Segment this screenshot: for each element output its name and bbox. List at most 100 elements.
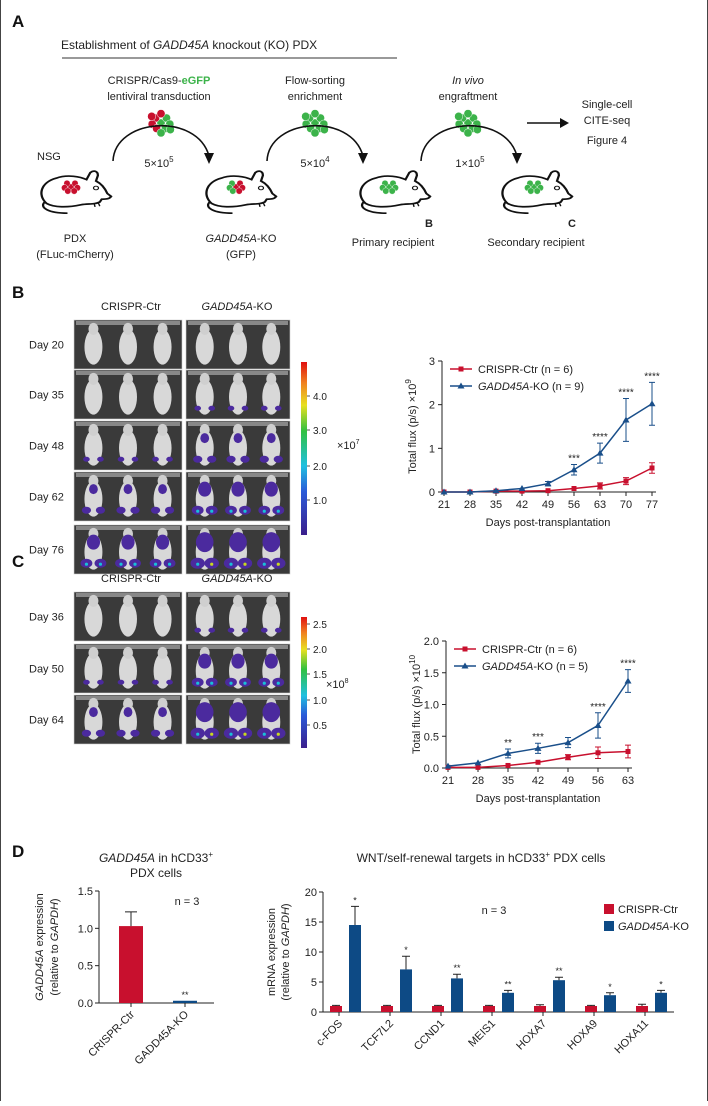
mouse-head: [88, 646, 99, 659]
y-label-text: ): [280, 903, 292, 907]
bli-image: [185, 524, 291, 575]
significance-label: ****: [644, 371, 660, 382]
signal-hot: [153, 562, 158, 566]
signal-spot: [117, 679, 125, 685]
cell-icon: [463, 128, 473, 138]
mouse-silhouette: [195, 329, 214, 365]
data-point: [440, 488, 448, 495]
error-bar: [434, 1004, 442, 1006]
data-point: [596, 449, 604, 456]
mouse-head: [199, 423, 210, 436]
signal-spot: [198, 653, 212, 669]
y-tick-label: 1.5: [78, 886, 93, 898]
y-axis-label: Total flux (p/s) ×109: [404, 379, 419, 474]
error-bar: [485, 1004, 493, 1006]
arrowhead-icon: [512, 153, 522, 164]
signal-spot: [95, 729, 106, 737]
data-point: [649, 465, 655, 471]
y-tick-label: 2.0: [424, 636, 439, 648]
mouse-head: [123, 474, 133, 487]
signal-hot: [167, 562, 172, 566]
x-tick-label: 56: [568, 499, 580, 511]
mouse-head: [157, 646, 168, 659]
signal-spot: [260, 405, 268, 411]
bli-image: [73, 643, 183, 694]
legend-gene: GADD45A: [478, 381, 529, 393]
data-point: [594, 721, 602, 728]
dose-1: 5×105: [144, 155, 174, 170]
cell-clusters: [147, 109, 482, 138]
mouse-head: [199, 372, 210, 385]
mouse-silhouette: [119, 379, 137, 415]
mouse-silhouette: [195, 379, 214, 415]
signal-spot: [86, 534, 101, 550]
y-label-gene: GAPDH: [49, 902, 61, 941]
signal-spot: [226, 455, 236, 463]
title-sup: +: [208, 850, 213, 859]
signal-spot: [262, 532, 281, 553]
panel-label-a: A: [12, 12, 24, 31]
y-label-gene: GAPDH: [280, 907, 292, 946]
colorbar-tick-label: 1.0: [313, 496, 327, 507]
y-tick-label: 3: [429, 356, 435, 368]
title-text: in hCD33: [155, 851, 209, 865]
data-point: [570, 466, 578, 473]
arrow-3-icon: [420, 125, 518, 162]
y-tick-label: 0.5: [424, 731, 439, 743]
y-axis-label: Total flux (p/s) ×1010: [408, 654, 423, 754]
mouse2-label: GADD45A-KO: [206, 233, 277, 245]
signal-spot: [229, 702, 247, 723]
mouse-silhouette: [119, 601, 137, 637]
mouse-head: [266, 594, 277, 607]
bar: [636, 1006, 648, 1012]
bar: [119, 926, 143, 1003]
significance-label: **: [453, 963, 461, 973]
data-point: [544, 480, 552, 487]
significance-label: ****: [620, 659, 636, 670]
signal-spot: [195, 532, 214, 553]
x-tick-label: MEIS1: [466, 1018, 498, 1050]
error-bar: [555, 976, 563, 981]
legend-marker: [457, 382, 465, 389]
data-point: [564, 739, 572, 746]
arrowhead-icon: [204, 153, 214, 164]
signal-hot: [133, 562, 137, 566]
mouse-silhouette: [84, 329, 103, 365]
data-point: [624, 677, 632, 684]
signal-hot: [243, 562, 247, 566]
legend-gene: GADD45A: [482, 661, 533, 673]
signal-spot: [164, 506, 175, 514]
signal-spot: [97, 456, 104, 462]
mouse-silhouette: [229, 601, 247, 637]
signal-spot: [97, 679, 104, 685]
nsg-label: NSG: [37, 151, 61, 163]
signal-spot: [116, 729, 126, 737]
x-tick-label: 21: [438, 499, 450, 511]
step2-label-2: enrichment: [288, 91, 342, 103]
colorbar-tick-label: 0.5: [313, 721, 327, 732]
signal-spot: [152, 456, 159, 462]
signal-spot: [200, 433, 210, 444]
x-tick-label: 42: [532, 775, 544, 787]
signal-spot: [208, 405, 216, 411]
y-label-text: expression: [34, 893, 46, 949]
legend-text: -KO (n = 5): [533, 661, 588, 673]
signal-spot: [193, 455, 203, 463]
y-tick-label: 1: [429, 443, 435, 455]
error-bar: [638, 1003, 646, 1006]
chart-gadd45a-expression: GADD45A in hCD33+PDX cells0.00.51.01.5GA…: [34, 850, 214, 1067]
colorbar-tick-label: 2.5: [313, 620, 327, 631]
ref-panel-c: C: [568, 218, 576, 230]
next-step-label: Single-cell: [582, 99, 633, 111]
x-tick-label: 42: [516, 499, 528, 511]
mouse-head: [123, 646, 133, 659]
legend-marker: [462, 646, 468, 652]
data-point: [519, 488, 525, 494]
mouse-head: [157, 372, 168, 385]
colorbar-unit: ×107: [337, 439, 360, 452]
x-tick-label: 56: [592, 775, 604, 787]
legend-text: CRISPR-Ctr (n = 6): [478, 364, 573, 376]
signal-hot: [276, 562, 280, 566]
mouse-silhouette: [229, 379, 247, 415]
signal-spot: [89, 484, 98, 495]
